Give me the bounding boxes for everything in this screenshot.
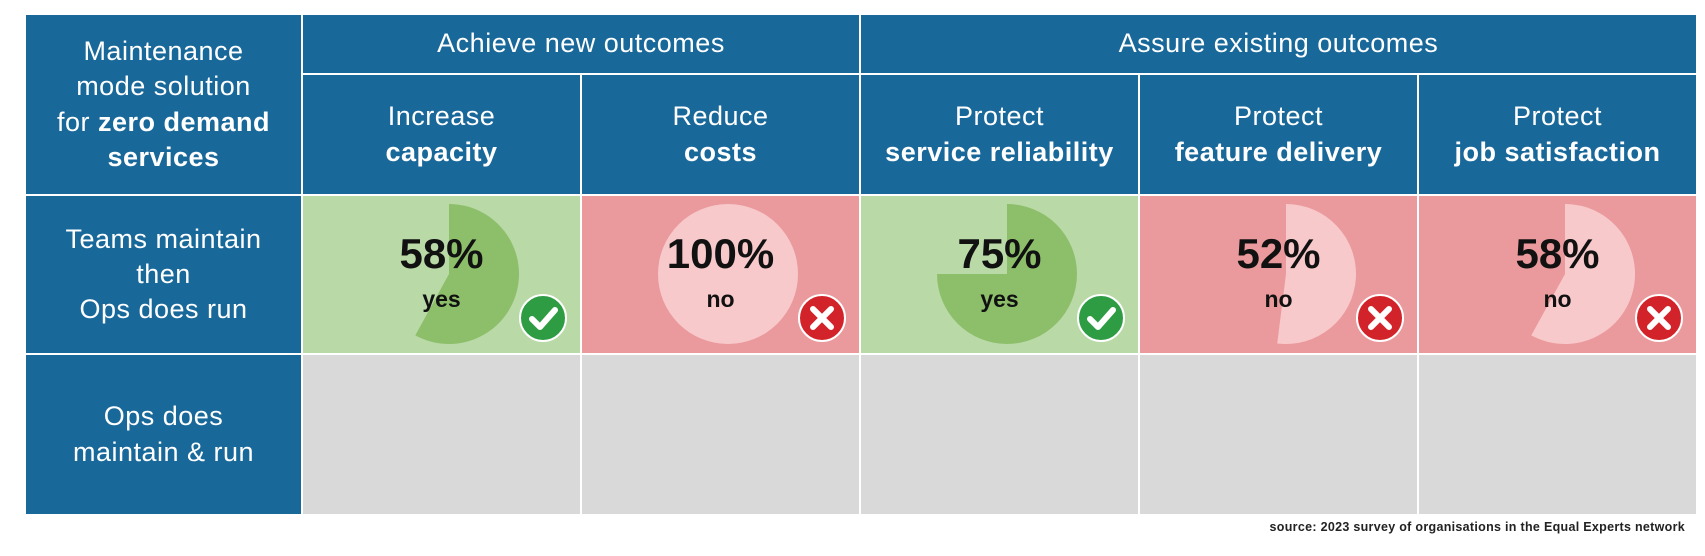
result-cell: 52% no bbox=[1140, 196, 1417, 353]
outcomes-table: Maintenance mode solution for zero deman… bbox=[26, 15, 1696, 514]
cross-circle-icon bbox=[798, 294, 846, 342]
empty-cell bbox=[1140, 355, 1417, 514]
percentage-pie bbox=[1531, 204, 1636, 344]
row-header-line3: Ops does run bbox=[79, 294, 248, 325]
column-header-line1: Reduce bbox=[672, 101, 769, 132]
result-cell: 75% yes bbox=[861, 196, 1138, 353]
row-header-line1: Ops does bbox=[103, 401, 224, 432]
column-header-line1: Protect bbox=[954, 101, 1045, 132]
column-header-costs: Reduce costs bbox=[582, 75, 859, 194]
result-cell: 58% no bbox=[1419, 196, 1696, 353]
verdict-label: no bbox=[706, 286, 735, 312]
column-header-job-satisfaction: Protect job satisfaction bbox=[1419, 75, 1696, 194]
verdict-label: yes bbox=[980, 286, 1019, 312]
percentage-value: 75% bbox=[957, 230, 1042, 277]
pie-slice bbox=[937, 204, 1077, 344]
percentage-value: 58% bbox=[1515, 230, 1600, 277]
row-header-teams-maintain: Teams maintain then Ops does run bbox=[26, 196, 301, 353]
percentage-pie bbox=[415, 204, 520, 344]
cross-circle-icon bbox=[1356, 294, 1404, 342]
column-header-service-reliability: Protect service reliability bbox=[861, 75, 1138, 194]
verdict-label: no bbox=[1543, 286, 1572, 312]
percentage-value: 58% bbox=[399, 230, 484, 277]
percentage-pie bbox=[1277, 204, 1356, 344]
percentage-pie bbox=[937, 204, 1077, 344]
column-header-line1: Protect bbox=[1512, 101, 1603, 132]
percentage-value: 100% bbox=[666, 230, 775, 277]
empty-cell bbox=[303, 355, 580, 514]
percentage-pie bbox=[658, 204, 798, 344]
row-header-ops-maintain: Ops does maintain & run bbox=[26, 355, 301, 514]
title-line-3-prefix: for bbox=[56, 106, 98, 137]
source-note: source: 2023 survey of organisations in … bbox=[1269, 520, 1685, 534]
column-header-line2: service reliability bbox=[885, 136, 1114, 167]
group-header-assure: Assure existing outcomes bbox=[861, 15, 1696, 73]
column-header-line2: costs bbox=[683, 136, 758, 167]
title-line-4-bold: services bbox=[107, 141, 220, 172]
result-cell: 58% yes bbox=[303, 196, 580, 353]
column-header-line2: capacity bbox=[385, 136, 498, 167]
row-header-line2: then bbox=[136, 258, 191, 289]
cross-circle-icon bbox=[1635, 294, 1683, 342]
pie-slice bbox=[658, 204, 798, 344]
title-line-3-bold: zero demand bbox=[97, 106, 271, 137]
verdict-label: no bbox=[1264, 286, 1293, 312]
empty-cell bbox=[861, 355, 1138, 514]
result-cell: 100% no bbox=[582, 196, 859, 353]
verdict-label: yes bbox=[422, 286, 461, 312]
pie-slice bbox=[1277, 204, 1356, 344]
row-header-line2: maintain & run bbox=[72, 436, 255, 467]
column-header-capacity: Increase capacity bbox=[303, 75, 580, 194]
check-circle-icon bbox=[519, 294, 567, 342]
table-title: Maintenance mode solution for zero deman… bbox=[26, 15, 301, 194]
column-header-line1: Protect bbox=[1233, 101, 1324, 132]
check-circle-icon bbox=[1077, 294, 1125, 342]
group-header-achieve: Achieve new outcomes bbox=[303, 15, 859, 73]
column-header-line1: Increase bbox=[387, 101, 496, 132]
title-line-2: mode solution bbox=[76, 71, 251, 102]
pie-slice bbox=[415, 204, 520, 344]
pie-slice bbox=[1531, 204, 1636, 344]
empty-cell bbox=[1419, 355, 1696, 514]
column-header-line2: feature delivery bbox=[1174, 136, 1383, 167]
percentage-value: 52% bbox=[1236, 230, 1321, 277]
column-header-feature-delivery: Protect feature delivery bbox=[1140, 75, 1417, 194]
row-header-line1: Teams maintain bbox=[65, 223, 262, 254]
column-header-line2: job satisfaction bbox=[1454, 136, 1661, 167]
empty-cell bbox=[582, 355, 859, 514]
title-line-1: Maintenance bbox=[83, 36, 244, 67]
